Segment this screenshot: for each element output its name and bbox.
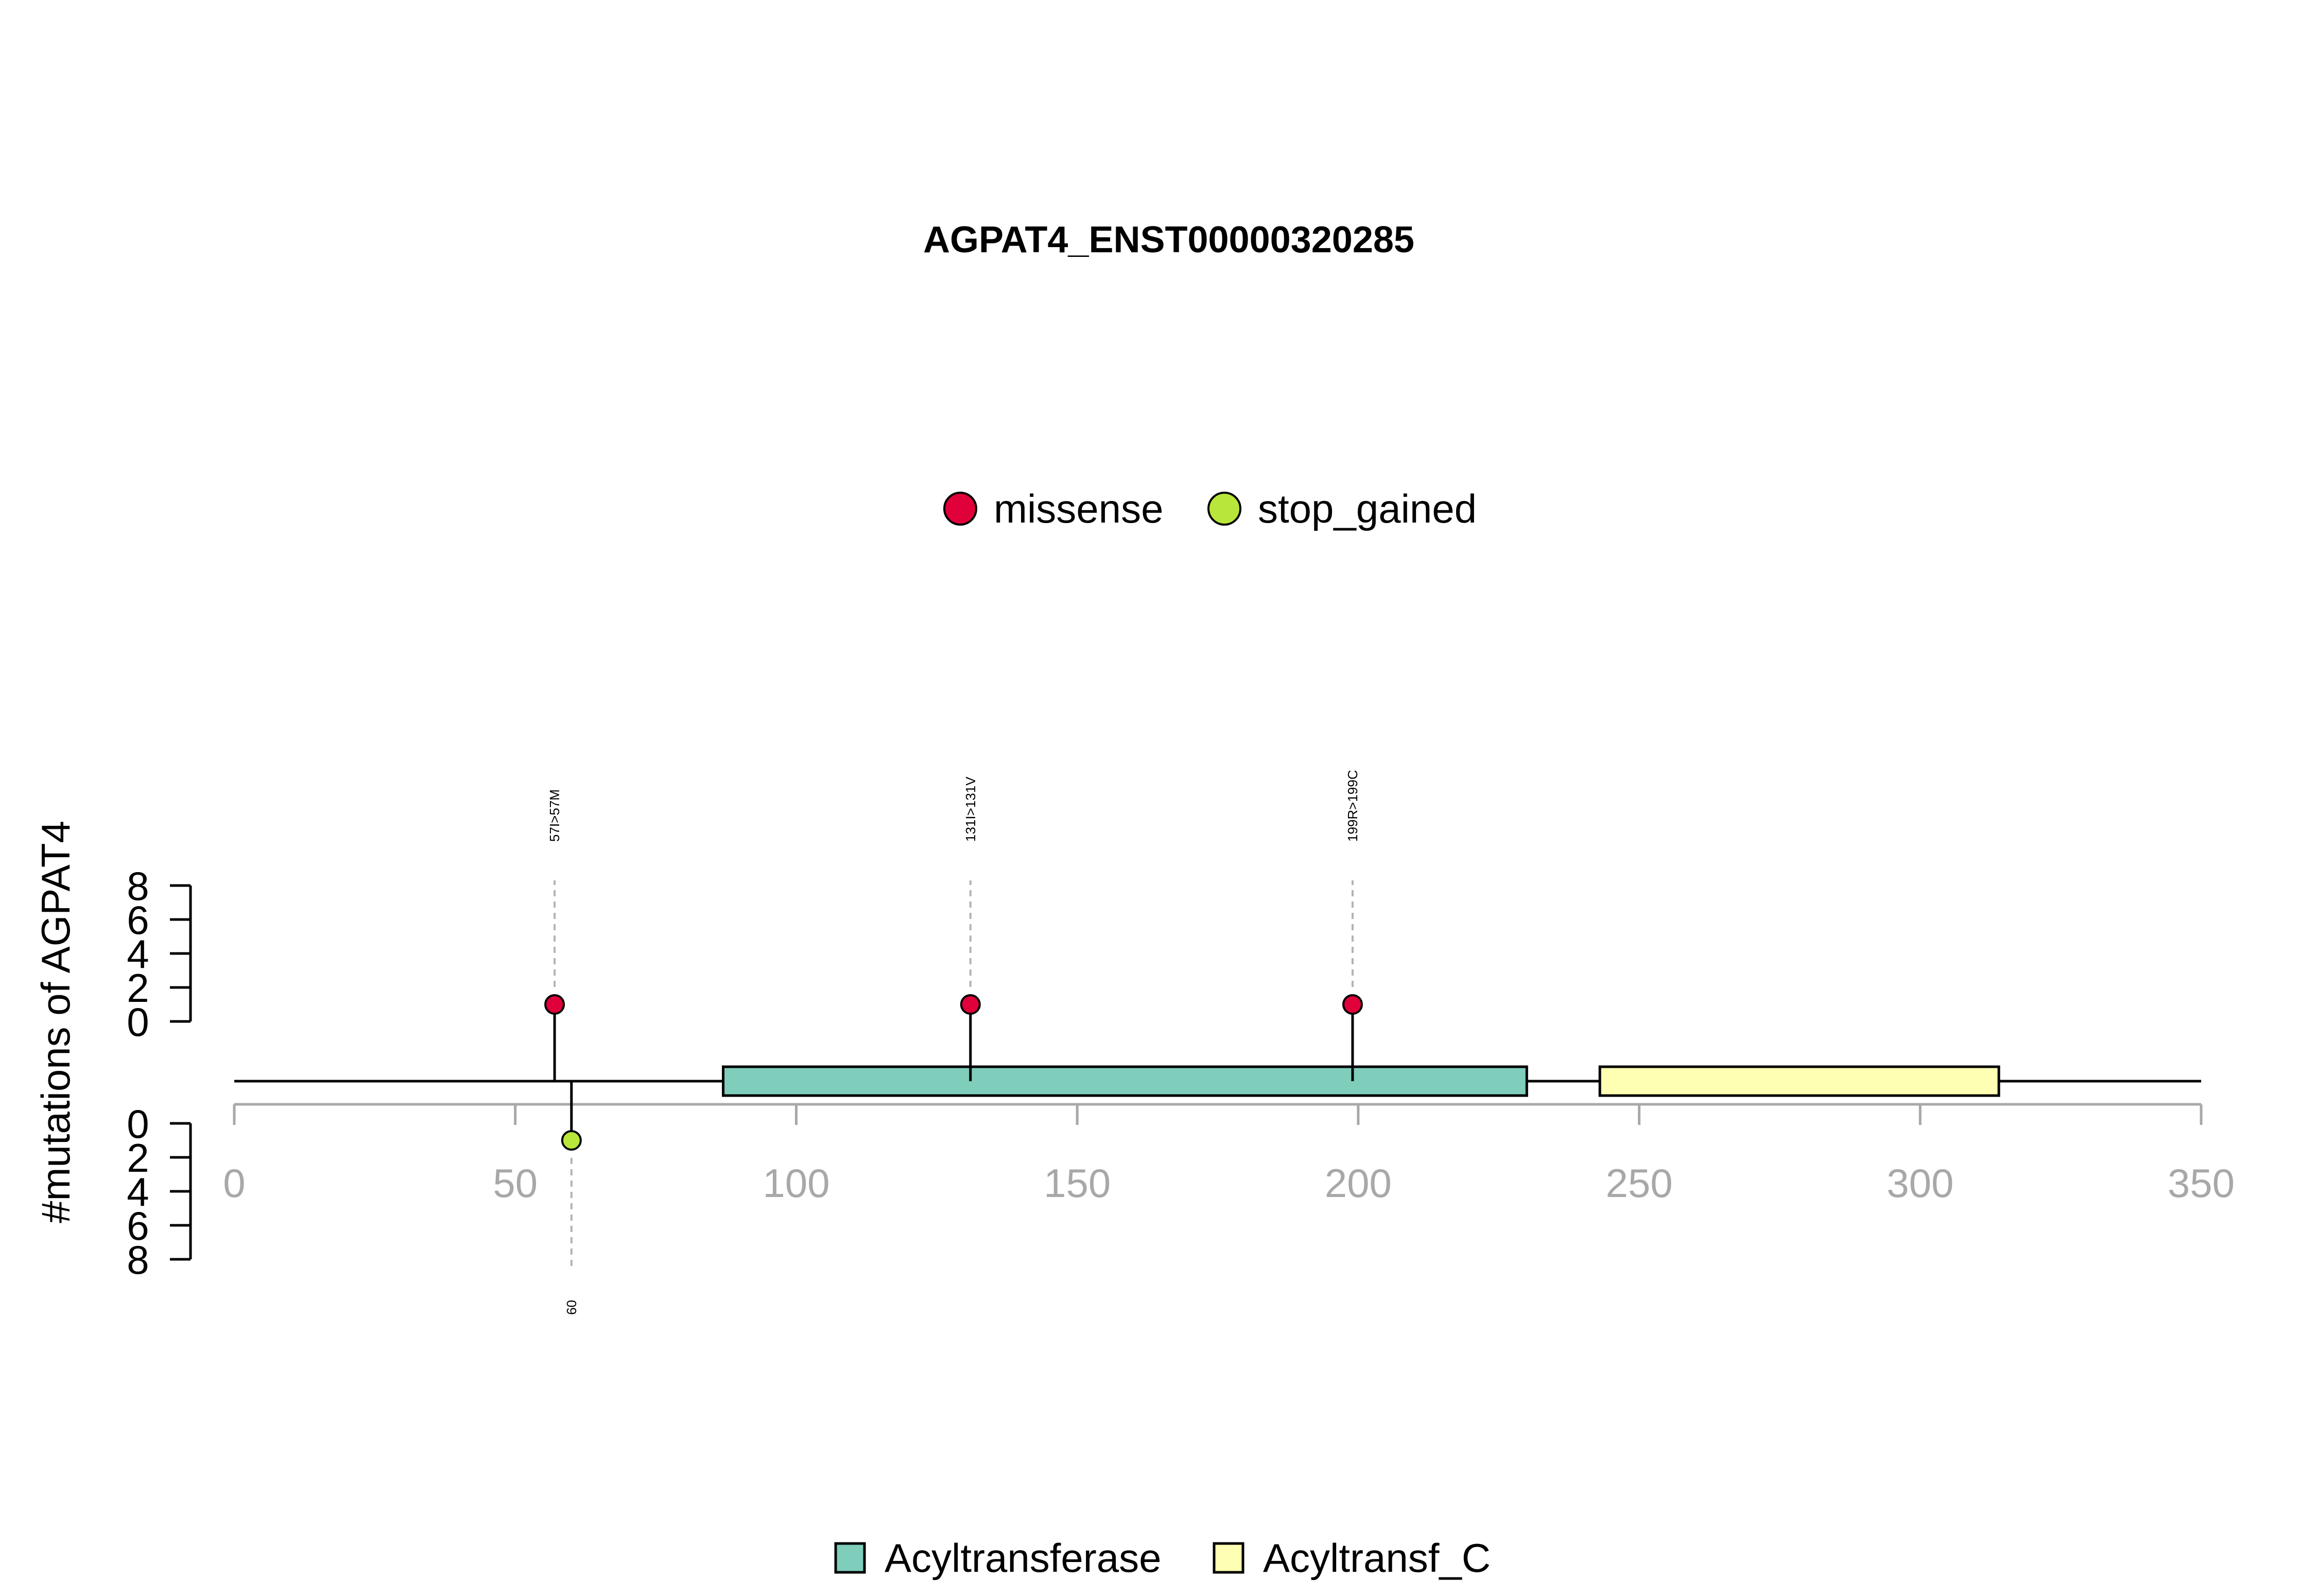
legend-label-stop_gained: stop_gained	[1258, 486, 1477, 531]
mutation-type-legend: missense stop_gained	[943, 486, 1477, 531]
legend-swatch-Acyltransf_C	[1213, 1542, 1244, 1574]
domain-Acyltransferase	[722, 1065, 1528, 1097]
top-y-tick-label-6: 6	[127, 897, 149, 943]
protein-backbone	[234, 1065, 2201, 1097]
domain-legend: Acyltransferase Acyltransf_C	[834, 1535, 1491, 1581]
y-axis-label: #mutations of AGPAT4	[33, 821, 78, 1223]
chart-title: AGPAT4_ENST00000320285	[923, 219, 1414, 261]
bottom-y-tick-label-0: 0	[127, 1101, 149, 1147]
legend-label-Acyltransferase: Acyltransferase	[885, 1535, 1162, 1581]
mutation-60-label: 60	[564, 1300, 579, 1315]
domain-Acyltransf_C	[1598, 1065, 2000, 1097]
mutation-57-label: 57I>57M	[547, 789, 562, 842]
mutation-199-label: 199R>199C	[1345, 770, 1360, 842]
x-tick-label-300: 300	[1887, 1160, 1953, 1206]
legend-swatch-Acyltransferase	[834, 1542, 866, 1574]
mutation-60-head	[561, 1130, 582, 1151]
mutation-lollipops: 57I>57M 131I>131V 199R>199C 60	[544, 770, 1363, 1315]
legend-swatch-stop_gained	[1207, 492, 1241, 526]
x-tick-label-200: 200	[1325, 1160, 1392, 1206]
x-tick-label-350: 350	[2168, 1160, 2235, 1206]
legend-label-missense: missense	[994, 486, 1163, 531]
top-y-tick-label-2: 2	[127, 965, 149, 1011]
mutation-131-head	[960, 994, 981, 1015]
mutation-57-head	[544, 994, 565, 1015]
bottom-y-tick-label-8: 8	[127, 1237, 149, 1282]
legend-label-Acyltransf_C: Acyltransf_C	[1263, 1535, 1491, 1581]
legend-swatch-missense	[943, 492, 977, 526]
top-y-tick-label-0: 0	[127, 999, 149, 1045]
bottom-y-tick-label-6: 6	[127, 1203, 149, 1248]
bottom-y-tick-label-4: 4	[127, 1169, 149, 1215]
x-tick-label-100: 100	[763, 1160, 829, 1206]
bottom-y-tick-label-2: 2	[127, 1135, 149, 1181]
top-y-tick-label-8: 8	[127, 863, 149, 909]
top-y-tick-label-4: 4	[127, 931, 149, 977]
x-tick-label-50: 50	[493, 1160, 538, 1206]
mutation-199-head	[1342, 994, 1363, 1015]
mutation-131-label: 131I>131V	[963, 776, 978, 842]
x-tick-label-0: 0	[223, 1160, 245, 1206]
x-axis: 0 50 100 150 200 250 300 350	[223, 1103, 2235, 1206]
x-tick-label-250: 250	[1606, 1160, 1673, 1206]
x-tick-label-150: 150	[1044, 1160, 1111, 1206]
